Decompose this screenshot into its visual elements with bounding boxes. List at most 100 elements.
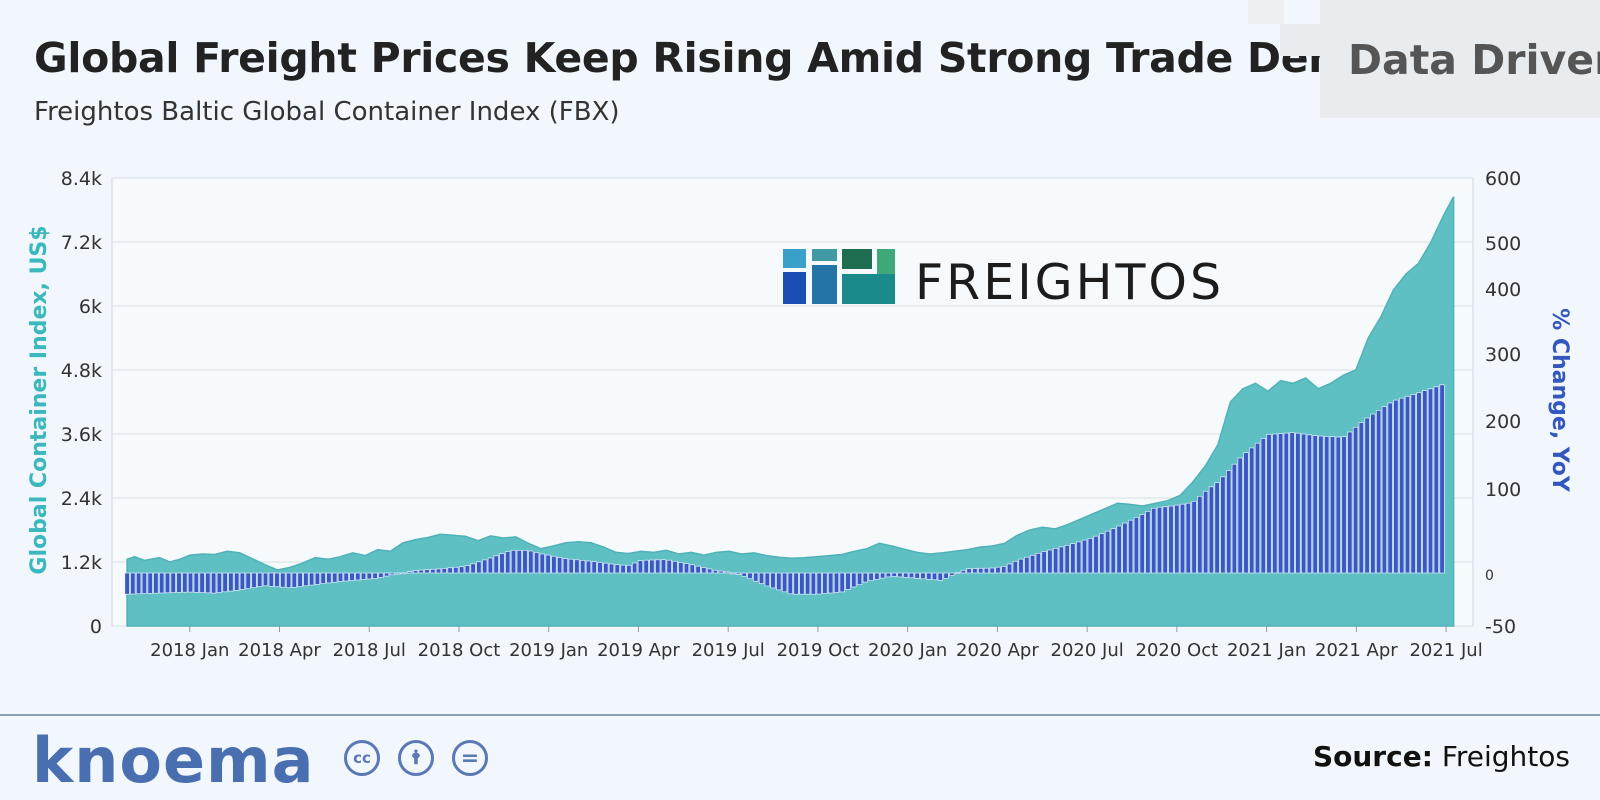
yoy-bar: [216, 572, 223, 593]
yoy-bar: [251, 572, 257, 588]
yoy-bar: [205, 572, 211, 594]
yoy-bar: [1087, 538, 1093, 574]
yoy-bar: [701, 567, 707, 574]
yoy-bar: [533, 552, 540, 574]
yoy-bar: [1433, 386, 1439, 574]
yoy-bar: [597, 562, 603, 574]
yoy-bar: [303, 572, 309, 587]
index-area: [126, 196, 1455, 627]
x-tick-label: 2020 Oct: [1136, 640, 1219, 661]
badge-label: Data Driven: [1348, 36, 1600, 84]
axes: 0 1.2k 2.4k 3.6k 4.8k 6k 7.2k 8.4k -50 0 100 200 300…: [61, 168, 1522, 661]
yoy-bar: [401, 572, 407, 575]
yoy-bar: [741, 572, 747, 577]
yoy-bar: [724, 571, 730, 574]
yoy-bar: [689, 564, 695, 574]
yoy-bar: [1110, 528, 1116, 574]
x-tick-label: 2018 Jul: [333, 640, 406, 661]
yoy-bar: [187, 572, 194, 593]
yoy-bar: [349, 572, 355, 581]
data-driven-badge: Data Driven: [1248, 0, 1600, 118]
yoy-bar: [683, 563, 690, 574]
yoy-bar: [914, 572, 920, 579]
yoy-bar: [580, 560, 586, 574]
watermark-text: FREIGHTOS: [915, 254, 1224, 311]
yoy-bar: [753, 572, 759, 582]
yoy-bar: [1341, 436, 1347, 574]
y-left-tick-label: 0: [90, 616, 102, 638]
yoy-bar: [360, 572, 367, 580]
y-right-tick-label: 200: [1485, 411, 1521, 433]
yoy-bar: [862, 572, 868, 583]
yoy-bar: [383, 572, 390, 577]
x-tick-label: 2020 Apr: [956, 640, 1039, 661]
yoy-bar: [1081, 539, 1088, 574]
y-right-tick-label: 0: [1485, 568, 1494, 584]
yoy-bar: [1375, 410, 1382, 574]
yoy-bar: [839, 572, 845, 593]
x-tick-label: 2021 Jan: [1227, 640, 1306, 661]
yoy-bar: [355, 572, 361, 581]
y-right-tick-label: 500: [1485, 233, 1521, 255]
yoy-bar: [1266, 434, 1272, 574]
yoy-bar: [1318, 435, 1324, 574]
yoy-bar: [424, 569, 430, 574]
yoy-bar: [1035, 552, 1041, 574]
yoy-bar: [482, 559, 488, 574]
yoy-bar: [1381, 406, 1388, 574]
yoy-bar: [1006, 563, 1013, 574]
yoy-bar: [395, 572, 401, 575]
yoy-bar: [332, 572, 338, 583]
yoy-bar: [1295, 432, 1301, 574]
yoy-bar: [908, 572, 915, 579]
source-credit: Source: Freightos: [1313, 740, 1570, 773]
chart-title: Global Freight Prices Keep Rising Amid S…: [34, 34, 1436, 82]
yoy-bar: [856, 572, 863, 585]
yoy-bar: [141, 572, 148, 594]
y-axis-right-title: % Change, YoY: [1547, 308, 1572, 493]
yoy-bar: [274, 572, 280, 588]
yoy-bar: [476, 561, 482, 574]
yoy-bar: [487, 557, 494, 574]
footer-divider: [0, 714, 1600, 716]
yoy-bar: [447, 567, 453, 574]
x-tick-label: 2019 Jul: [692, 640, 765, 661]
yoy-bar: [793, 572, 799, 595]
yoy-bar: [758, 572, 765, 584]
x-tick-label: 2018 Jan: [150, 640, 229, 661]
yoy-bar: [1399, 397, 1405, 574]
yoy-bar: [926, 572, 932, 580]
yoy-bar: [983, 567, 990, 574]
yoy-bar: [372, 572, 378, 579]
x-tick-label: 2020 Jul: [1051, 640, 1124, 661]
yoy-bar: [655, 559, 661, 574]
yoy-bar: [470, 563, 476, 574]
yoy-bar: [770, 572, 776, 589]
yoy-bar: [931, 572, 938, 581]
y-right-tick-label: -50: [1485, 616, 1516, 638]
yoy-bar: [920, 572, 926, 580]
yoy-bar: [1283, 432, 1289, 574]
yoy-bar: [1018, 558, 1024, 574]
yoy-bar: [776, 572, 782, 591]
yoy-bar: [943, 572, 949, 579]
yoy-bar: [337, 572, 344, 582]
knoema-logo: knoema: [32, 724, 315, 797]
yoy-bar: [222, 572, 228, 593]
yoy-bar: [291, 572, 297, 588]
yoy-bar: [787, 572, 793, 595]
yoy-bar: [885, 572, 892, 578]
source-label: Source:: [1312, 740, 1433, 773]
yoy-bar: [441, 568, 447, 574]
yoy-bar: [228, 572, 234, 592]
x-tick-label: 2021 Apr: [1315, 640, 1398, 661]
yoy-bar: [608, 563, 615, 574]
yoy-bar: [378, 572, 384, 578]
yoy-bar: [816, 572, 822, 595]
y-left-tick-label: 2.4k: [61, 488, 102, 510]
yoy-bar: [522, 549, 528, 574]
yoy-bar: [1243, 452, 1249, 574]
yoy-bar: [972, 568, 978, 574]
yoy-bar: [245, 572, 251, 589]
yoy-bar: [234, 572, 240, 591]
